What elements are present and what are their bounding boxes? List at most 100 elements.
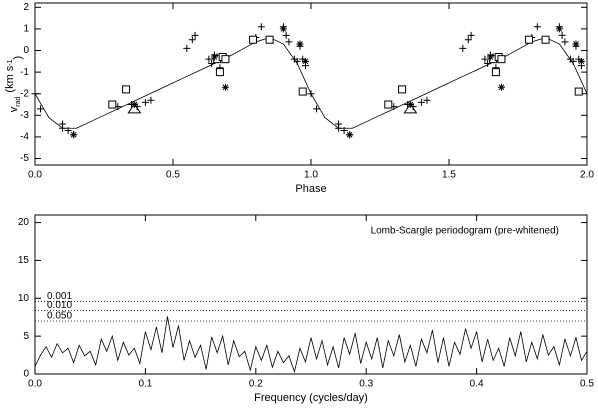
x-tick-label: 0.5 (580, 379, 594, 390)
point-plus (459, 44, 467, 52)
x-tick-label: 0.0 (28, 379, 42, 390)
y-axis-title-part: (km s (4, 65, 16, 92)
x-tick-label: 0.4 (470, 379, 484, 390)
x-axis-title: Phase (295, 183, 326, 195)
point-square (574, 87, 583, 96)
point-plus (293, 57, 301, 65)
significance-label: 0.010 (47, 300, 72, 311)
point-plus (282, 31, 290, 39)
point-plus (423, 96, 431, 104)
x-tick-label: 2.0 (580, 170, 594, 181)
point-square (298, 87, 307, 96)
point-square (221, 55, 230, 64)
significance-label: 0.050 (47, 311, 72, 322)
x-tick-label: 0.0 (28, 170, 42, 181)
point-plus (141, 98, 149, 106)
point-square (541, 35, 550, 44)
y-tick-label: 0 (23, 369, 29, 380)
point-triangle (403, 102, 418, 114)
point-square (215, 68, 224, 77)
point-asterisk (572, 40, 580, 48)
point-square (249, 35, 258, 44)
point-plus (340, 126, 348, 134)
x-tick-label: 1.0 (304, 170, 318, 181)
panel: 0.0 0.1 0.2 0.3 0.4 0.5 0 5 10 15 20 Frequency (cyc… (18, 214, 594, 404)
y-tick-label: -4 (20, 132, 29, 143)
data-line (34, 37, 588, 129)
point-asterisk (497, 83, 505, 91)
point-asterisk (210, 53, 218, 61)
point-square (122, 85, 131, 94)
point-plus (31, 90, 39, 98)
point-plus (183, 44, 191, 52)
y-axis-title: vrad (km s-1) (4, 56, 24, 112)
point-plus (205, 55, 213, 63)
plot-frame (34, 214, 588, 375)
point-square (497, 55, 506, 64)
x-tick-label: 0.1 (138, 379, 152, 390)
point-plus (257, 23, 265, 31)
point-plus (285, 38, 293, 46)
point-plus (561, 38, 569, 46)
y-tick-label: -3 (20, 110, 29, 121)
point-asterisk (346, 131, 354, 139)
point-plus (59, 124, 67, 132)
x-tick-label: 1.5 (442, 170, 456, 181)
point-plus (467, 31, 475, 39)
point-plus (188, 36, 196, 44)
y-tick-label: -2 (20, 88, 29, 99)
y-tick-label: -5 (20, 153, 29, 164)
point-plus (147, 96, 155, 104)
point-plus (417, 98, 425, 106)
x-tick-label: 0.3 (359, 379, 373, 390)
x-tick-label: 0.5 (166, 170, 180, 181)
y-axis-title-part: -1 (7, 59, 14, 65)
point-plus (558, 31, 566, 39)
point-plus (191, 31, 199, 39)
y-tick-label: 10 (18, 293, 30, 304)
y-tick-label: 1 (23, 24, 29, 35)
y-tick-label: 2 (23, 2, 29, 13)
y-tick-label: 20 (18, 217, 30, 228)
point-plus (37, 105, 45, 113)
point-plus (484, 59, 492, 67)
panel: 0.0 0.5 1.0 1.5 2.0 -5 -4 -3 -2 -1 0 1 2 Phase vrad (km… (4, 2, 594, 195)
point-square (384, 100, 393, 109)
data-line (34, 316, 588, 374)
point-plus (464, 36, 472, 44)
point-square (491, 68, 500, 77)
significance-label: 0.001 (47, 291, 72, 302)
point-plus (335, 124, 343, 132)
y-axis-title-part: v (8, 106, 20, 112)
point-asterisk (301, 57, 309, 65)
point-asterisk (70, 131, 78, 139)
point-square (398, 85, 407, 94)
point-asterisk (555, 25, 563, 33)
point-plus (208, 59, 216, 67)
point-asterisk (221, 83, 229, 91)
y-tick-label: 0 (23, 45, 29, 56)
y-axis-title-part: rad (15, 96, 22, 106)
point-square (265, 35, 274, 44)
point-asterisk (296, 40, 304, 48)
x-axis-title: Frequency (cycles/day) (254, 392, 368, 404)
y-axis-title-part: ) (12, 56, 24, 60)
x-tick-label: 0.2 (249, 379, 263, 390)
point-triangle (127, 102, 142, 114)
point-plus (533, 23, 541, 31)
plot-frame (34, 2, 588, 166)
point-plus (313, 105, 321, 113)
annotation: Lomb-Scargle periodogram (pre-whitened) (371, 226, 559, 237)
point-plus (481, 55, 489, 63)
y-tick-label: -1 (20, 67, 29, 78)
point-square (108, 100, 117, 109)
y-tick-label: 5 (23, 331, 29, 342)
point-plus (569, 57, 577, 65)
point-plus (64, 126, 72, 134)
point-asterisk (577, 57, 585, 65)
point-plus (307, 90, 315, 98)
point-asterisk (279, 25, 287, 33)
point-square (525, 35, 534, 44)
point-asterisk (486, 53, 494, 61)
